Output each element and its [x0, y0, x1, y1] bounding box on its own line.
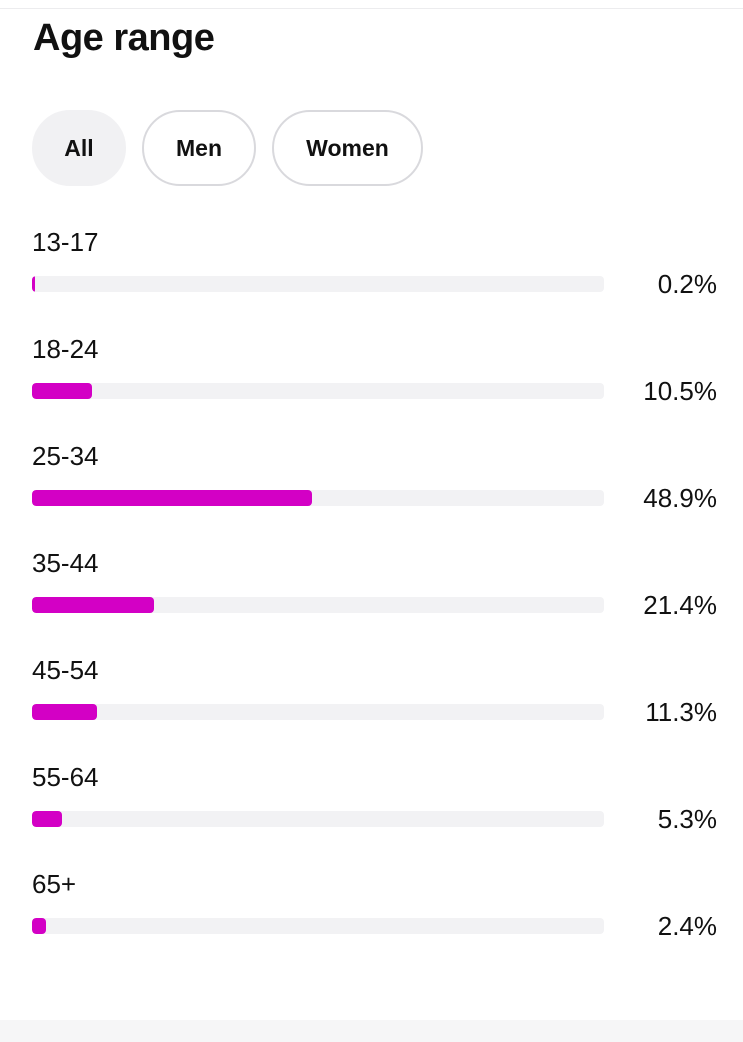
percent-value: 11.3% [645, 697, 717, 727]
progress-fill [32, 811, 63, 827]
age-label: 55-64 [32, 762, 99, 792]
age-label: 13-17 [32, 227, 99, 257]
progress-track [32, 490, 604, 506]
age-row-65-plus: 65+ 2.4% [32, 864, 720, 971]
page-title: Age range [33, 17, 215, 59]
progress-fill [32, 704, 97, 720]
top-divider [0, 0, 743, 9]
age-label: 35-44 [32, 548, 99, 578]
percent-value: 0.2% [657, 269, 717, 299]
progress-track [32, 597, 604, 613]
age-label: 45-54 [32, 655, 99, 685]
gender-filter-group: All Men Women [32, 110, 423, 186]
age-range-list: 13-17 0.2% 18-24 10.5% 25-34 48.9% 35-44… [32, 222, 720, 971]
age-label: 25-34 [32, 441, 99, 471]
progress-track [32, 383, 604, 399]
progress-track [32, 704, 604, 720]
age-label: 18-24 [32, 334, 99, 364]
age-label: 65+ [32, 869, 77, 899]
progress-fill [32, 918, 46, 934]
percent-value: 2.4% [657, 911, 717, 941]
percent-value: 48.9% [643, 483, 717, 513]
age-row-55-64: 55-64 5.3% [32, 757, 720, 864]
progress-fill [32, 597, 155, 613]
bottom-divider [0, 1020, 743, 1042]
percent-value: 21.4% [643, 590, 717, 620]
age-row-25-34: 25-34 48.9% [32, 436, 720, 543]
progress-track [32, 918, 604, 934]
filter-chip-men[interactable]: Men [142, 110, 256, 186]
age-row-18-24: 18-24 10.5% [32, 329, 720, 436]
age-row-35-44: 35-44 21.4% [32, 543, 720, 650]
filter-chip-women[interactable]: Women [272, 110, 423, 186]
age-row-45-54: 45-54 11.3% [32, 650, 720, 757]
progress-fill [32, 276, 35, 292]
percent-value: 10.5% [643, 376, 717, 406]
percent-value: 5.3% [657, 804, 717, 834]
filter-chip-all[interactable]: All [32, 110, 126, 186]
progress-track [32, 811, 604, 827]
progress-fill [32, 383, 93, 399]
age-row-13-17: 13-17 0.2% [32, 222, 720, 329]
progress-track [32, 276, 604, 292]
progress-fill [32, 490, 312, 506]
